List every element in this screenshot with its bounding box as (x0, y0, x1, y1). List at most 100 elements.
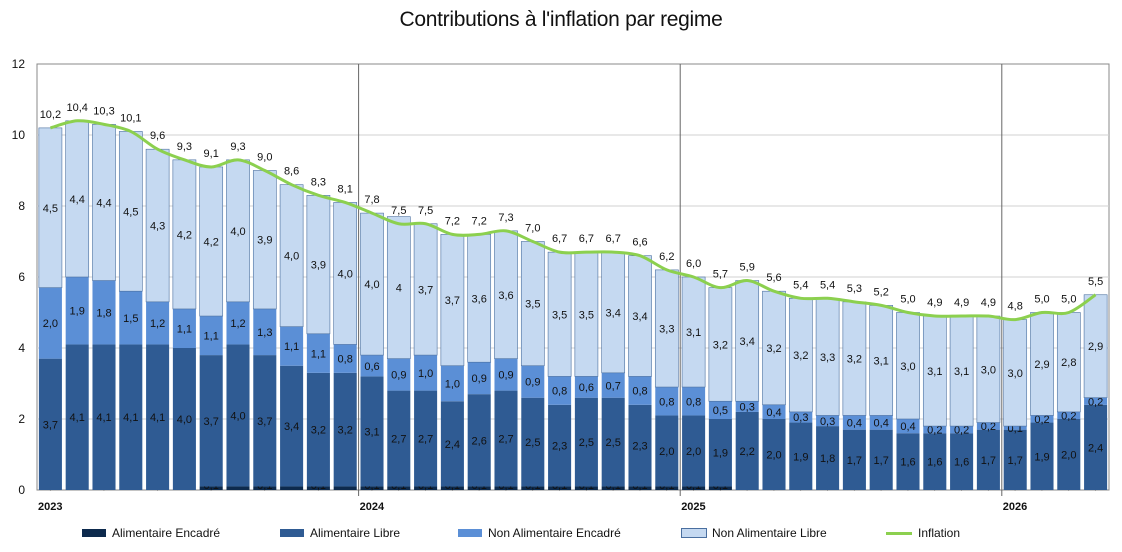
bar-segment (333, 344, 357, 373)
bar-segment (306, 333, 330, 373)
inflation-data-label: 5,6 (766, 272, 781, 284)
bar-data-label: 1,9 (70, 306, 85, 318)
x-year-label: 2026 (1003, 501, 1027, 513)
inflation-data-label: 9,1 (204, 148, 219, 160)
bar-data-label: 1,8 (96, 308, 111, 320)
bar-segment (119, 344, 143, 490)
inflation-data-label: 4,8 (1008, 301, 1023, 313)
bar-segment (494, 390, 518, 487)
bar-data-label: 1,7 (1008, 455, 1023, 467)
bar-segment (708, 486, 732, 490)
bar-data-label: 1,6 (900, 457, 915, 469)
bar-data-label: 3,2 (793, 350, 808, 362)
legend-label: Inflation (918, 526, 961, 540)
inflation-data-label: 5,4 (820, 279, 835, 291)
inflation-line (49, 119, 1097, 322)
bar-data-label: 4,0 (177, 414, 192, 426)
legend-item: Alimentaire Libre (280, 526, 400, 540)
bar-data-label: 4,5 (123, 206, 138, 218)
bar-segment (601, 486, 625, 490)
bar-segment (762, 419, 786, 490)
bar-segment (386, 216, 411, 359)
bar-data-label: 0,9 (472, 373, 487, 385)
bar-data-label: 0,8 (552, 386, 567, 398)
bar-data-label: 0,3 (793, 412, 808, 424)
bar-data-label: 0,3 (820, 416, 835, 428)
bar-segment (1030, 415, 1054, 423)
bar-data-label: 2,0 (1061, 450, 1076, 462)
bar-segment (226, 344, 250, 487)
bar-data-label: 2,4 (445, 439, 460, 451)
bar-segment (708, 401, 732, 419)
bar-data-label: 3,9 (257, 235, 272, 247)
bar-data-label: 2,0 (686, 446, 701, 458)
bar-data-label: 2,4 (1088, 442, 1103, 454)
bar-segment (1003, 426, 1027, 430)
bar-segment (896, 433, 920, 490)
bar-segment (494, 358, 518, 391)
bar-segment (735, 401, 759, 412)
bar-data-label: 4,4 (70, 194, 85, 206)
bar-segment (1083, 294, 1108, 398)
bar-segment (146, 301, 170, 345)
bar-segment (1057, 411, 1081, 419)
bar-data-label: 2,7 (498, 434, 513, 446)
bar-data-label: 0,6 (579, 382, 594, 394)
bar-data-label: 0,2 (954, 425, 969, 437)
bar-data-label: 3,6 (472, 293, 487, 305)
bar-data-label: 1,1 (311, 348, 326, 360)
inflation-data-label: 7,3 (498, 212, 513, 224)
bar-data-label: 1,6 (954, 457, 969, 469)
inflation-data-label: 6,2 (659, 251, 674, 263)
bar-data-label: 0,9 (498, 370, 513, 382)
bar-segment (414, 355, 438, 391)
bar-segment (574, 397, 598, 487)
inflation-data-label: 10,4 (66, 102, 87, 114)
bar-data-label: 2,0 (43, 318, 58, 330)
bar-segment (682, 415, 706, 487)
bar-data-label: 0,3 (740, 402, 755, 414)
inflation-data-label: 5,7 (713, 269, 728, 281)
bar-segment (306, 486, 330, 490)
bar-data-label: 3,2 (338, 425, 353, 437)
bar-segment (1057, 419, 1081, 490)
bar-segment (414, 390, 438, 487)
bar-segment (869, 415, 893, 430)
x-year-label: 2025 (681, 501, 705, 513)
bar-data-label: 3,0 (981, 364, 996, 376)
bar-segment (199, 316, 223, 356)
bar-data-label: 2,3 (632, 441, 647, 453)
legend-label: Non Alimentaire Encadré (488, 526, 621, 540)
bar-data-label: 0,2 (1061, 410, 1076, 422)
bar-segment (548, 404, 572, 487)
bar-data-label: 4,0 (284, 251, 299, 263)
bar-data-label: 2,3 (552, 441, 567, 453)
bar-segment (628, 404, 652, 487)
bar-data-label: 0,8 (659, 396, 674, 408)
bar-segment (440, 401, 464, 487)
bar-segment (253, 308, 277, 356)
bar-data-label: 4 (396, 283, 402, 295)
legend-label: Alimentaire Encadré (112, 526, 221, 540)
bar-data-label: 1,0 (418, 368, 433, 380)
inflation-data-label: 7,8 (364, 194, 379, 206)
inflation-data-label: 5,0 (1061, 294, 1076, 306)
bar-segment (387, 390, 411, 487)
bar-segment (38, 358, 62, 490)
bar-data-label: 0,5 (713, 405, 728, 417)
bar-data-label: 4,2 (204, 237, 219, 249)
bar-segment (360, 486, 384, 490)
bar-segment (655, 415, 679, 487)
bar-data-label: 3,3 (820, 352, 835, 364)
bar-data-label: 3,7 (204, 416, 219, 428)
inflation-data-label: 7,5 (418, 205, 433, 217)
bar-data-label: 0,4 (847, 418, 862, 430)
bar-segment (601, 372, 625, 398)
bar-segment (253, 355, 277, 487)
inflation-data-label: 7,0 (525, 223, 540, 235)
bar-data-label: 2,6 (472, 435, 487, 447)
bar-data-label: 3,7 (445, 295, 460, 307)
bar-data-label: 1,8 (820, 453, 835, 465)
bar-segment (226, 301, 250, 345)
y-tick-label: 2 (18, 412, 25, 426)
